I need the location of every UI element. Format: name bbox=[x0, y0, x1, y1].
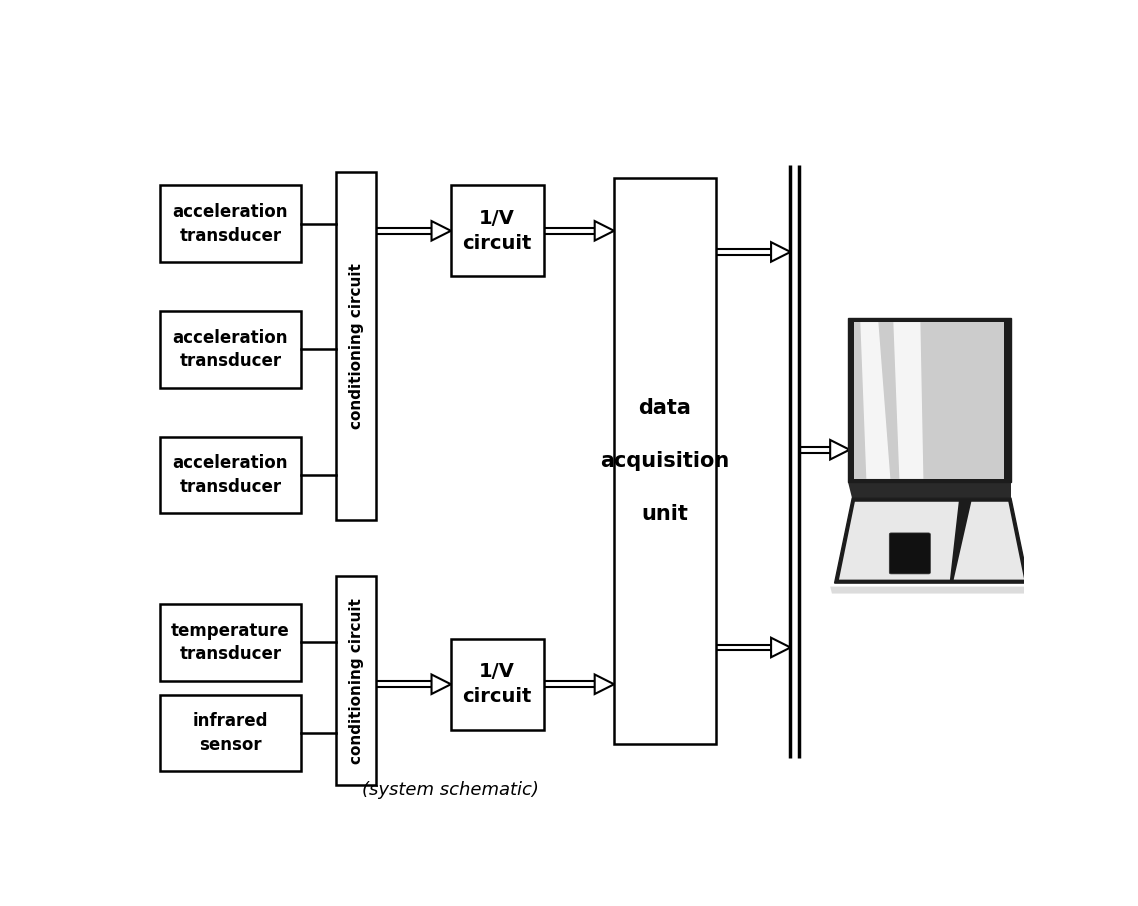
Polygon shape bbox=[834, 498, 1029, 583]
Polygon shape bbox=[848, 482, 1011, 498]
Text: acceleration
transducer: acceleration transducer bbox=[173, 203, 288, 245]
Polygon shape bbox=[831, 586, 1036, 593]
Text: 1/V
circuit: 1/V circuit bbox=[462, 662, 531, 707]
Polygon shape bbox=[839, 502, 958, 580]
Bar bbox=[615, 178, 716, 744]
Text: conditioning circuit: conditioning circuit bbox=[348, 598, 364, 764]
Bar bbox=[451, 639, 544, 729]
Text: data

acquisition

unit: data acquisition unit bbox=[600, 399, 729, 524]
Text: acceleration
transducer: acceleration transducer bbox=[173, 329, 288, 371]
Text: temperature
transducer: temperature transducer bbox=[171, 622, 290, 663]
Text: (system schematic): (system schematic) bbox=[363, 781, 539, 799]
Bar bbox=[855, 323, 1005, 478]
Polygon shape bbox=[893, 323, 923, 478]
Polygon shape bbox=[860, 323, 890, 478]
Bar bbox=[337, 576, 376, 786]
Bar bbox=[159, 695, 300, 772]
Bar bbox=[337, 171, 376, 520]
FancyBboxPatch shape bbox=[889, 533, 931, 573]
Polygon shape bbox=[954, 502, 1024, 580]
Text: acceleration
transducer: acceleration transducer bbox=[173, 454, 288, 496]
Bar bbox=[848, 318, 1011, 482]
Bar bbox=[159, 311, 300, 388]
Text: infrared
sensor: infrared sensor bbox=[192, 712, 269, 754]
Text: 1/V
circuit: 1/V circuit bbox=[462, 208, 531, 253]
Bar bbox=[159, 604, 300, 680]
Bar bbox=[159, 186, 300, 262]
Bar bbox=[451, 186, 544, 276]
Text: conditioning circuit: conditioning circuit bbox=[348, 263, 364, 429]
Bar bbox=[159, 437, 300, 514]
